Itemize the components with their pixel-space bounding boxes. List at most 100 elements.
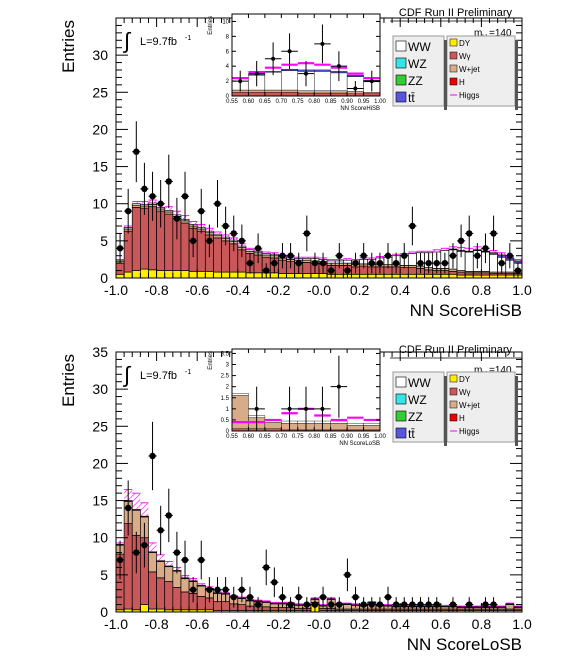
stack-bar-dy (302, 273, 312, 279)
chart-title: CDF Run II Preliminary (399, 344, 513, 356)
stack-bar-wg (261, 606, 271, 611)
data-point (482, 601, 489, 608)
data-point (409, 601, 416, 608)
uncertainty-band (424, 251, 433, 253)
stack-bar-wg (123, 230, 133, 273)
data-point (165, 512, 172, 519)
stack-bar-dy (253, 272, 263, 279)
stack-bar-dy (156, 270, 166, 279)
inset-stack-bar-wg (264, 92, 282, 97)
uncertainty-band (189, 221, 198, 225)
inset-x-axis-title: NN ScoreLoSB (339, 441, 380, 447)
data-point (336, 601, 343, 608)
legend-swatch-zz (395, 74, 407, 86)
data-point (246, 593, 254, 601)
inset-stack-bar-ww (314, 71, 331, 91)
stack-bar-wjet (261, 601, 271, 608)
legend-label-h: H (459, 414, 465, 423)
data-point (425, 601, 432, 608)
stack-bar-ww (497, 606, 507, 608)
stack-bar-dy (204, 270, 214, 279)
stack-bar-wg (399, 267, 409, 275)
data-point (360, 252, 367, 259)
legend-swatch-ww (395, 376, 407, 388)
inset-stack-bar-ww (231, 393, 249, 396)
data-point (425, 259, 432, 267)
legend-shadow (444, 376, 447, 446)
data-point (392, 601, 400, 608)
y-tick-label: 0 (100, 604, 108, 620)
data-point (206, 586, 213, 593)
inset-x-tick-label: 0.60 (243, 434, 255, 440)
legend-label-dy: DY (459, 39, 471, 48)
integral-sign: ∫ (122, 28, 132, 53)
data-point (352, 259, 359, 267)
inset-x-tick-label: 0.85 (325, 99, 337, 105)
uncertainty-band (213, 231, 222, 235)
inset-y-tick-label: 2 (226, 79, 230, 85)
stack-bar-dy (229, 271, 239, 279)
stack-bar-wjet (505, 604, 515, 610)
data-point (466, 601, 473, 608)
data-point (409, 222, 416, 230)
data-point (449, 252, 457, 259)
inset-stack-bar-ww (363, 423, 381, 426)
legend-swatch-wz (395, 57, 407, 69)
stack-bar-dy (416, 273, 425, 279)
y-tick-label: 15 (92, 159, 108, 175)
legend-label-dy: DY (459, 375, 471, 384)
stack-bar-wg (131, 207, 141, 271)
uncertainty-band (432, 249, 441, 252)
stack-bar-ww (156, 560, 166, 562)
x-tick-label: -0.8 (145, 616, 169, 632)
data-point (254, 245, 262, 252)
y-tick-label: 30 (92, 47, 108, 63)
data-point (246, 259, 254, 267)
x-tick-label: -0.2 (266, 616, 290, 632)
data-point (206, 237, 213, 245)
y-tick-label: 35 (92, 344, 108, 360)
stack-bar-wg (140, 207, 149, 270)
legend-swatch-wjet (449, 400, 458, 409)
chart-panel-hisb: -1.0 -0.8 -0.6 -0.4 -0.2 -0.0 0.2 0.4 0.6 0.8 1.00… (59, 7, 532, 320)
inset-x-tick-label: 0.75 (292, 99, 304, 105)
inset-stack-bar-wjet (264, 89, 282, 93)
inset-stack-bar-wjet (248, 89, 266, 93)
stack-bar-wjet (343, 604, 352, 610)
mass-label: m (474, 28, 482, 39)
legend-shadow (515, 40, 518, 110)
inset-stack-bar-wjet (363, 92, 381, 94)
data-point (474, 252, 481, 259)
data-point (198, 556, 205, 564)
stack-bar-wg (221, 240, 231, 273)
inset-stack-bar-wg (231, 92, 249, 97)
stack-bar-dy (140, 268, 149, 279)
data-point (319, 593, 327, 601)
data-point (401, 252, 408, 259)
stack-bar-wjet (156, 561, 166, 579)
stack-bar-ww (464, 251, 474, 272)
stack-bar-ww (326, 260, 336, 264)
x-tick-label: 0.8 (472, 616, 492, 632)
data-point (327, 267, 335, 274)
data-point (336, 252, 343, 259)
stack-bar-wg (196, 596, 206, 611)
inset-data-point (320, 41, 325, 46)
data-point (279, 252, 286, 259)
legend-swatch-tt (395, 91, 407, 103)
legend-swatch-h (449, 77, 458, 86)
stack-bar-wg (448, 270, 458, 275)
stack-bar-dy (278, 273, 287, 279)
uncertainty-band (416, 251, 425, 253)
stack-bar-wjet (172, 570, 182, 588)
data-point (254, 601, 262, 608)
legend-swatch-tt (395, 427, 407, 439)
stack-bar-dy (286, 273, 295, 279)
mass-label: m (474, 365, 482, 376)
legend-label-ww: WW (408, 376, 431, 390)
uncertainty-band (164, 206, 173, 211)
y-tick-label: 20 (92, 121, 108, 137)
legend-swatch-wjet (449, 64, 458, 73)
stack-bar-dy (359, 273, 369, 279)
stack-bar-wg (164, 581, 174, 611)
